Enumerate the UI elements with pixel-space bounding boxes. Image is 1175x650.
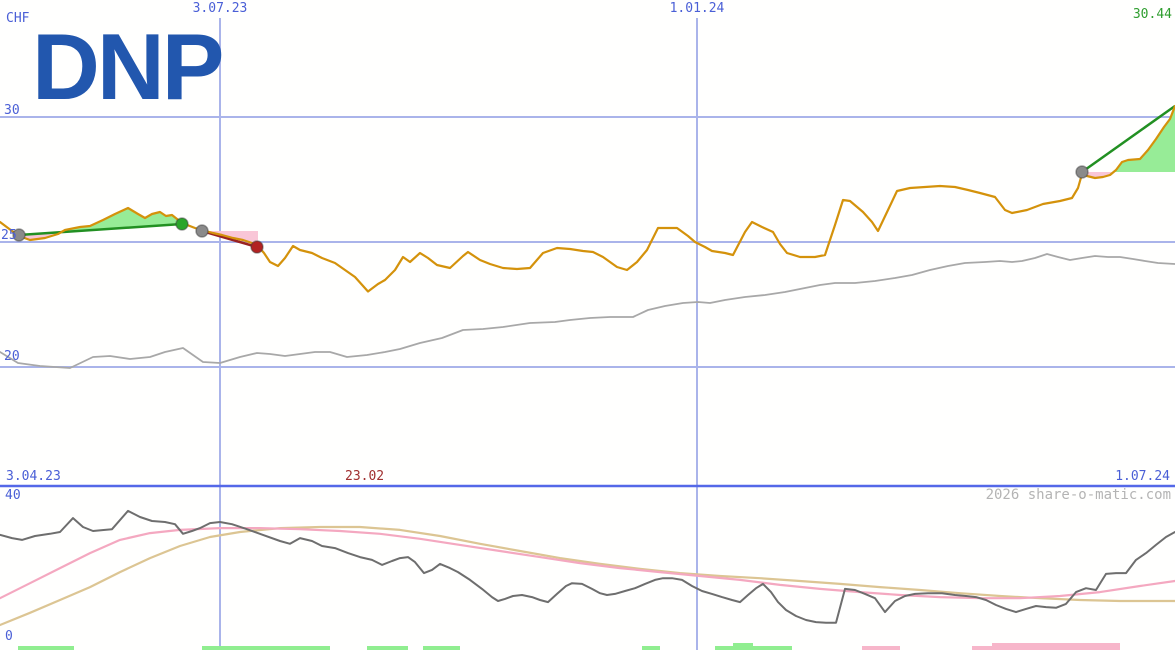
min-price-label: 23.02 <box>345 469 385 484</box>
period-end-date-label: 1.07.24 <box>1115 469 1170 484</box>
indicator-bottom-tick: 0 <box>5 629 13 644</box>
x-gridline-date-label-1: 3.07.23 <box>192 1 248 16</box>
last-price-label: 30.44 <box>1132 7 1172 22</box>
x-gridline-date-label-2: 1.01.24 <box>669 1 725 16</box>
y-tick-30: 30 <box>4 103 20 118</box>
ticker-logo: DNP <box>32 14 224 119</box>
period-start-date-label: 3.04.23 <box>6 469 61 484</box>
indicator-top-tick: 40 <box>5 488 21 503</box>
currency-label: CHF <box>6 11 30 26</box>
watermark: 2026 share-o-matic.com <box>985 487 1171 503</box>
y-tick-20: 20 <box>4 349 20 364</box>
y-tick-25: 25 <box>1 228 17 243</box>
